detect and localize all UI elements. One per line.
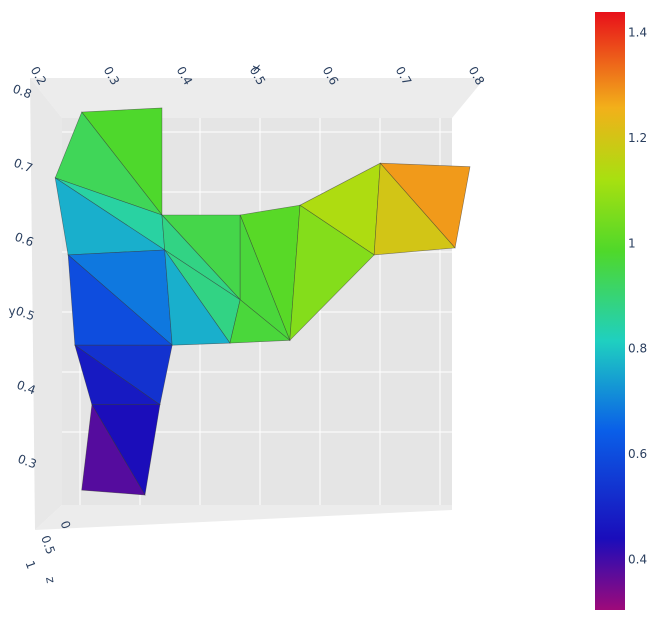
y-tick-label: 0.6 (13, 230, 36, 250)
z-tick-label: 0.5 (38, 533, 58, 556)
colorbar-tick-label: 0.4 (628, 552, 647, 566)
colorbar-tick-label: 1.4 (628, 26, 647, 40)
y-tick-label: 0.3 (16, 452, 39, 472)
colorbar-tick-label: 0.6 (628, 447, 647, 461)
colorbar-tick-label: 1 (628, 236, 636, 250)
floor (35, 505, 452, 530)
y-axis-title: y (8, 305, 15, 319)
y-tick-label: 0.4 (15, 378, 38, 398)
colorbar-tick-label: 1.2 (628, 131, 647, 145)
mesh-face (164, 248, 231, 346)
mesh-face (81, 403, 146, 496)
mesh-face (229, 299, 291, 344)
colorbar (595, 12, 625, 610)
top-wall (30, 78, 485, 118)
z-axis-title: z (43, 576, 58, 585)
x-axis-title: x (250, 63, 265, 72)
mesh-face (289, 204, 375, 342)
mesh-face (373, 162, 456, 256)
y-tick-label: 0.8 (11, 82, 34, 102)
colorbar-tick-label: 0.8 (628, 342, 647, 356)
y-tick-label: 0.7 (12, 156, 35, 176)
z-tick-label: 1 (23, 559, 39, 571)
z-tick-label: 0 (58, 519, 74, 531)
left-wall (30, 78, 62, 530)
y-tick-label: 0.5 (14, 304, 37, 324)
